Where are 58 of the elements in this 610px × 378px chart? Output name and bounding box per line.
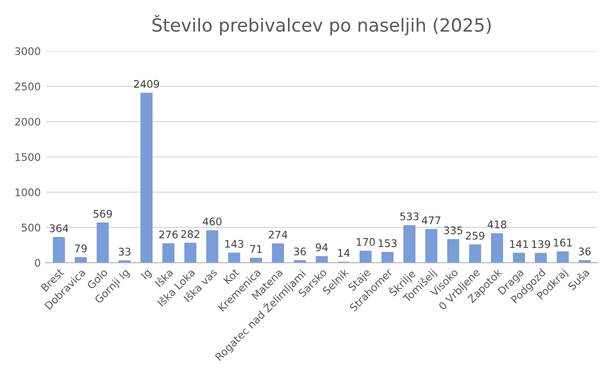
data-label: 36 bbox=[294, 247, 306, 256]
bar bbox=[316, 256, 328, 263]
data-label: 335 bbox=[444, 226, 462, 234]
bar bbox=[96, 222, 109, 263]
bar bbox=[360, 250, 372, 263]
bar bbox=[52, 237, 65, 263]
bar bbox=[403, 225, 416, 263]
bar bbox=[512, 252, 525, 263]
bar bbox=[447, 239, 460, 263]
data-label: 274 bbox=[268, 230, 288, 238]
data-label: 33 bbox=[118, 248, 130, 256]
data-label: 276 bbox=[159, 230, 178, 238]
bar bbox=[184, 242, 196, 263]
data-label: 569 bbox=[94, 210, 112, 218]
bar bbox=[140, 92, 153, 263]
data-label: 282 bbox=[181, 230, 200, 238]
bar bbox=[272, 243, 284, 263]
data-label: 141 bbox=[510, 240, 528, 248]
data-label: 153 bbox=[378, 239, 397, 248]
data-label: 139 bbox=[532, 240, 550, 248]
bar bbox=[381, 252, 394, 263]
bar bbox=[469, 244, 482, 263]
bar bbox=[491, 233, 504, 263]
bar bbox=[556, 251, 569, 263]
data-label: 364 bbox=[50, 224, 68, 232]
data-label: 460 bbox=[202, 218, 222, 226]
data-label: 79 bbox=[75, 244, 87, 252]
data-label: 143 bbox=[225, 240, 244, 248]
bar bbox=[74, 257, 87, 263]
data-label: 71 bbox=[250, 245, 262, 253]
bar bbox=[206, 230, 218, 263]
x-tick-label: Ig bbox=[140, 268, 153, 281]
bar bbox=[578, 260, 591, 263]
data-label: 533 bbox=[400, 212, 419, 220]
bar bbox=[250, 258, 262, 263]
y-tick-label: 1000 bbox=[16, 188, 40, 196]
y-tick-label: 2000 bbox=[15, 118, 40, 126]
data-label: 94 bbox=[316, 243, 328, 252]
y-tick-label: 0 bbox=[34, 258, 40, 267]
x-tick-label: Iška bbox=[154, 268, 174, 288]
data-label: 36 bbox=[578, 247, 591, 256]
data-label: 259 bbox=[466, 232, 484, 240]
y-tick-label: 3000 bbox=[15, 47, 40, 56]
data-label: 14 bbox=[338, 249, 350, 257]
data-label: 418 bbox=[488, 220, 506, 228]
chart-title: Število prebivalcev po naseljih (2025) bbox=[152, 14, 491, 36]
bar bbox=[228, 252, 240, 263]
data-label: 161 bbox=[554, 238, 572, 247]
y-tick-label: 500 bbox=[22, 224, 40, 232]
data-label: 170 bbox=[356, 238, 375, 246]
data-label: 2409 bbox=[134, 80, 160, 88]
bar bbox=[162, 243, 174, 263]
y-tick-label: 2500 bbox=[15, 82, 40, 90]
bar bbox=[425, 229, 438, 263]
y-tick-label: 1500 bbox=[16, 153, 40, 161]
data-label: 477 bbox=[422, 216, 440, 224]
bar bbox=[294, 260, 306, 263]
bar bbox=[534, 252, 547, 263]
